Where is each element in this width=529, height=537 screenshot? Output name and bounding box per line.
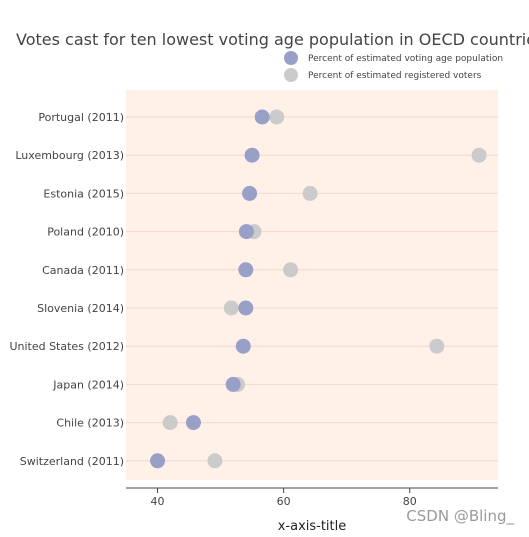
point-voting-age (225, 376, 241, 392)
y-tick-label: Portugal (2011) (38, 111, 124, 124)
data-points (150, 109, 487, 469)
y-tick-label: Japan (2014) (52, 378, 124, 391)
point-voting-age (254, 109, 270, 125)
point-registered (207, 453, 223, 469)
point-registered (283, 262, 299, 278)
point-registered (269, 109, 285, 125)
point-voting-age (150, 453, 166, 469)
point-registered (471, 147, 487, 163)
legend[interactable]: Percent of estimated voting age populati… (284, 51, 503, 82)
point-voting-age (238, 224, 254, 240)
gridlines (126, 116, 498, 462)
x-axis-title: x-axis-title (278, 519, 347, 534)
y-axis-labels: Portugal (2011) Luxembourg (2013) Estonia … (9, 111, 124, 468)
y-tick-label: Chile (2013) (56, 417, 124, 430)
point-voting-age (238, 300, 254, 316)
point-registered (162, 415, 178, 431)
legend-label-voting-age[interactable]: Percent of estimated voting age populati… (308, 54, 503, 64)
y-tick-label: United States (2012) (9, 340, 124, 353)
legend-label-registered[interactable]: Percent of estimated registered voters (308, 71, 482, 81)
point-registered (223, 300, 239, 316)
point-registered (429, 338, 445, 354)
y-tick-label: Poland (2010) (47, 226, 124, 239)
chart-title: Votes cast for ten lowest voting age pop… (16, 30, 529, 49)
point-registered (302, 185, 318, 201)
point-voting-age (238, 262, 254, 278)
x-tick-label: 40 (151, 495, 165, 508)
point-voting-age (235, 338, 251, 354)
point-voting-age (185, 415, 201, 431)
point-voting-age (244, 147, 260, 163)
y-tick-label: Switzerland (2011) (20, 455, 124, 468)
x-tick-label: 80 (403, 495, 417, 508)
y-tick-label: Slovenia (2014) (37, 302, 124, 315)
watermark: CSDN @Bling_ (406, 507, 514, 526)
x-axis: 40 60 80 (126, 487, 498, 508)
y-tick-label: Luxembourg (2013) (15, 149, 124, 162)
y-tick-label: Estonia (2015) (43, 187, 124, 200)
legend-marker-voting-age (284, 51, 298, 65)
legend-marker-registered (284, 68, 298, 82)
plot-area (126, 90, 498, 480)
x-tick-label: 60 (277, 495, 291, 508)
point-voting-age (242, 185, 258, 201)
y-tick-label: Canada (2011) (42, 264, 124, 277)
